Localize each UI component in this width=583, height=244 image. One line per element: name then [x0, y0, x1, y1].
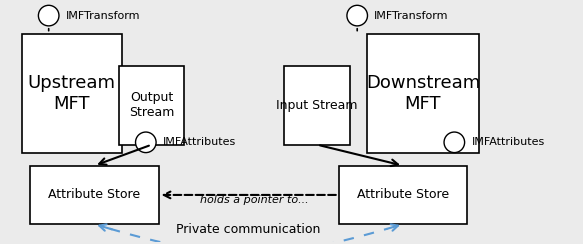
Text: IMFAttributes: IMFAttributes: [472, 137, 545, 147]
Text: Input Stream: Input Stream: [276, 99, 358, 112]
Text: Private communication: Private communication: [177, 223, 321, 236]
Ellipse shape: [444, 132, 465, 152]
Text: IMFTransform: IMFTransform: [374, 10, 449, 20]
Text: Downstream
MFT: Downstream MFT: [366, 74, 480, 113]
Text: holds a pointer to...: holds a pointer to...: [200, 195, 308, 205]
Text: Upstream
MFT: Upstream MFT: [27, 74, 115, 113]
FancyBboxPatch shape: [285, 66, 350, 145]
FancyBboxPatch shape: [119, 66, 184, 145]
Ellipse shape: [135, 132, 156, 152]
FancyBboxPatch shape: [30, 166, 159, 224]
Text: Attribute Store: Attribute Store: [48, 188, 141, 202]
Text: IMFTransform: IMFTransform: [66, 10, 141, 20]
FancyBboxPatch shape: [367, 33, 479, 153]
Text: Attribute Store: Attribute Store: [357, 188, 449, 202]
Ellipse shape: [38, 5, 59, 26]
Ellipse shape: [347, 5, 367, 26]
FancyBboxPatch shape: [22, 33, 121, 153]
FancyBboxPatch shape: [339, 166, 467, 224]
Text: IMFAttributes: IMFAttributes: [163, 137, 236, 147]
Text: Output
Stream: Output Stream: [129, 91, 174, 119]
